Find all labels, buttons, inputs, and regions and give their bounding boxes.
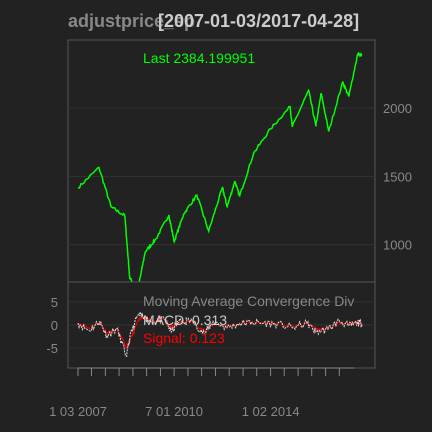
x-tick-label: 7 01 2010 — [145, 404, 203, 419]
signal-value-label: Signal: 0.123 — [143, 330, 225, 346]
last-value-label: Last 2384.199951 — [143, 50, 255, 66]
signal-series-line — [77, 314, 363, 349]
macd-series-line — [77, 311, 363, 358]
price-panel — [67, 39, 376, 283]
macd-axis: 5 0 -5 — [46, 295, 58, 356]
price-tick-label: 1000 — [383, 238, 412, 253]
x-axis: 1 03 2007 7 01 2010 1 02 2014 — [49, 367, 354, 419]
price-tick-label: 1500 — [383, 169, 412, 184]
chart-date-range: [2007-01-03/2017-04-28] — [158, 11, 359, 31]
macd-tick-label: -5 — [46, 341, 58, 356]
macd-tick-label: 5 — [51, 295, 58, 310]
chart-title: adjustprice_sp — [68, 11, 195, 31]
macd-tick-label: 0 — [51, 318, 58, 333]
x-tick-label: 1 03 2007 — [49, 404, 107, 419]
x-tick-label: 1 02 2014 — [242, 404, 300, 419]
price-axis: 1000 1500 2000 — [383, 101, 412, 253]
macd-value-label: MACD: 0.313 — [143, 312, 227, 328]
macd-panel-title: Moving Average Convergence Div — [143, 293, 354, 309]
price-tick-label: 2000 — [383, 101, 412, 116]
